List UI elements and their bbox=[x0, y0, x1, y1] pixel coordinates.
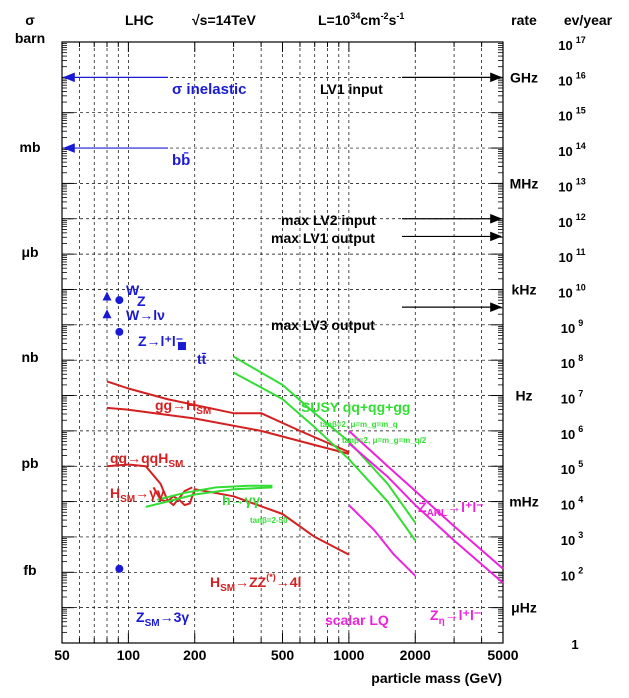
events-label: 10 4 bbox=[561, 495, 583, 513]
axis-ticks bbox=[61, 41, 504, 644]
point-circle bbox=[115, 564, 124, 573]
events-label: 10 2 bbox=[561, 565, 583, 583]
curve-green bbox=[233, 371, 417, 542]
label-z-ll: Z→l⁺l⁻ bbox=[138, 333, 183, 349]
label-sigma-inelastic: σ inelastic bbox=[172, 81, 246, 98]
left-axis-symbol: σ bbox=[25, 12, 35, 28]
x-tick-label: 100 bbox=[117, 647, 141, 663]
curve-magenta bbox=[348, 442, 504, 584]
events-label: 1 bbox=[571, 637, 578, 652]
x-tick-labels: 50 100 200 500 1000 2000 5000 bbox=[54, 647, 519, 663]
x-tick-label: 50 bbox=[54, 647, 70, 663]
label-lv1-input: LV1 input bbox=[320, 81, 383, 97]
events-label: 10 15 bbox=[558, 106, 585, 124]
cross-section-labels: barn mb μb nb pb fb bbox=[15, 30, 45, 578]
rate-labels: GHz MHz kHz Hz mHz μHz bbox=[509, 69, 539, 615]
collider-label: LHC bbox=[125, 12, 154, 28]
rate-label: mHz bbox=[509, 494, 539, 510]
curve-green bbox=[156, 484, 273, 501]
point-triangle bbox=[102, 309, 112, 319]
cross-section-label: barn bbox=[15, 30, 45, 46]
label-w-lnu: W→lν bbox=[126, 307, 165, 323]
events-label: 10 8 bbox=[561, 353, 583, 371]
events-label: 10 13 bbox=[558, 176, 585, 194]
x-axis-title: particle mass (GeV) bbox=[371, 670, 502, 686]
x-tick-label: 1000 bbox=[333, 647, 364, 663]
label-h-gg: h→γγ bbox=[222, 492, 260, 508]
point-circle bbox=[115, 296, 124, 305]
label-z: Z bbox=[137, 293, 146, 309]
events-label: 10 14 bbox=[558, 141, 585, 159]
curve-magenta bbox=[348, 430, 504, 570]
rate-label: μHz bbox=[511, 600, 537, 616]
events-label: 10 5 bbox=[561, 459, 583, 477]
point-square bbox=[177, 342, 186, 351]
cross-section-label: nb bbox=[21, 349, 38, 365]
curves bbox=[106, 355, 504, 584]
rate-label: GHz bbox=[510, 69, 538, 85]
data-points bbox=[102, 291, 186, 573]
rate-label: MHz bbox=[510, 175, 539, 191]
luminosity-label: L=1034cm-2s-1 bbox=[318, 11, 404, 28]
trigger-arrows bbox=[62, 72, 503, 312]
curve-green bbox=[233, 355, 417, 524]
label-max-lv2-input: max LV2 input bbox=[281, 212, 376, 228]
label-tanb-1: tanβ=2, μ=m_g=m_q bbox=[320, 420, 398, 429]
curve-red bbox=[106, 406, 350, 455]
label-hsm-zz: HSM→ZZ(*)→4l bbox=[210, 572, 301, 594]
events-label: 10 6 bbox=[561, 424, 583, 442]
label-max-lv3-output: max LV3 output bbox=[271, 317, 375, 333]
label-ttbar: tt̄ bbox=[197, 351, 207, 367]
cross-section-label: fb bbox=[23, 562, 36, 578]
rate-label: Hz bbox=[515, 388, 532, 404]
events-label: 10 9 bbox=[561, 318, 583, 336]
label-zeta: Zη→l⁺l⁻ bbox=[430, 607, 481, 627]
x-tick-label: 5000 bbox=[487, 647, 518, 663]
events-label: 10 16 bbox=[558, 70, 585, 88]
rate-header: rate bbox=[511, 12, 537, 28]
label-w: W bbox=[126, 282, 140, 298]
events-label: 10 12 bbox=[558, 212, 585, 230]
cross-section-label: mb bbox=[20, 139, 41, 155]
cross-section-label: μb bbox=[21, 244, 38, 260]
energy-label: √s=14TeV bbox=[192, 12, 257, 28]
x-tick-label: 2000 bbox=[400, 647, 431, 663]
events-label: 10 11 bbox=[559, 247, 586, 265]
grid bbox=[62, 42, 503, 643]
annotations: σ inelastic bb̄ LV1 input max LV2 input … bbox=[110, 81, 484, 629]
label-scalar-lq: scalar LQ bbox=[325, 612, 389, 628]
label-susy: SUSY qq+qg+gg bbox=[301, 399, 410, 415]
x-tick-label: 500 bbox=[271, 647, 295, 663]
events-header: ev/year bbox=[564, 12, 613, 28]
label-zarl: ZARL→l⁺l⁻ bbox=[418, 499, 484, 519]
events-label: 10 17 bbox=[558, 35, 585, 53]
curve-magenta bbox=[348, 504, 417, 577]
rate-label: kHz bbox=[512, 281, 537, 297]
x-tick-label: 200 bbox=[183, 647, 207, 663]
label-hsm-gg: HSM→γγ bbox=[110, 485, 165, 505]
point-circle bbox=[115, 327, 124, 336]
label-max-lv1-output: max LV1 output bbox=[271, 230, 375, 246]
cross-section-label: pb bbox=[21, 455, 38, 471]
label-zsm: ZSM→3γ bbox=[136, 609, 189, 629]
label-qq-qqhsm: qq→qqHSM bbox=[110, 450, 183, 470]
label-tanb-2: tanβ=2, μ=m_g=m_q/2 bbox=[342, 436, 427, 445]
point-triangle bbox=[102, 291, 112, 301]
label-tanb-h: tanβ=2-50 bbox=[250, 516, 288, 525]
events-label: 10 3 bbox=[561, 530, 583, 548]
events-label: 10 7 bbox=[561, 389, 583, 407]
events-label: 10 10 bbox=[558, 282, 585, 300]
label-bbbar: bb̄ bbox=[172, 151, 190, 169]
curve-red bbox=[106, 380, 350, 454]
label-gg-hsm: gg→HSM bbox=[155, 397, 211, 417]
curve-green bbox=[145, 486, 273, 508]
